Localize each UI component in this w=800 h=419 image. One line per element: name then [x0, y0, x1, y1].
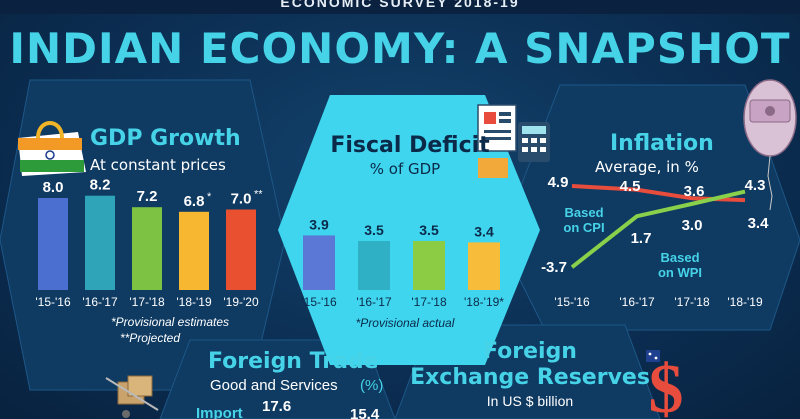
trade-import-label: Import	[196, 405, 243, 419]
gdp-bar	[179, 211, 209, 290]
dollar-icon: $	[646, 350, 684, 419]
gdp-mark: *	[207, 191, 212, 203]
gdp-chart: 8.0 '15-'16 8.2 '16-'17 7.2 '17-'18 6.8 * '18-'1…	[35, 177, 263, 309]
fiscal-value-label: 3.4	[474, 223, 494, 239]
gdp-bar	[132, 207, 162, 290]
cpi-series-name-2: on CPI	[563, 220, 604, 235]
gdp-mark: **	[254, 189, 263, 201]
cpi-value-label: 4.5	[620, 178, 641, 195]
gdp-category-label: '19-'20	[223, 295, 259, 309]
reserves-title-2: Exchange Reserves	[410, 365, 650, 390]
fiscal-value-label: 3.9	[309, 216, 329, 232]
trade-value-1: 17.6	[262, 398, 291, 415]
gdp-note-2: **Projected	[120, 331, 180, 345]
gdp-value-label: 8.2	[90, 177, 111, 194]
fiscal-note: *Provisional actual	[356, 316, 455, 330]
inflation-title: Inflation	[610, 131, 714, 156]
gdp-bar	[226, 209, 256, 290]
gdp-category-label: '16-'17	[82, 295, 118, 309]
wpi-series-name-2: on WPI	[658, 265, 702, 280]
svg-text:$: $	[649, 351, 684, 419]
fiscal-subtitle: % of GDP	[370, 160, 440, 178]
fiscal-panel	[278, 95, 540, 365]
balloon-icon	[743, 79, 797, 211]
reserves-subtitle: In US $ billion	[487, 393, 573, 409]
trade-unit: (%)	[360, 377, 383, 394]
gdp-bag-icon	[18, 121, 86, 176]
top-strip: ECONOMIC SURVEY 2018-19	[0, 0, 800, 14]
gdp-bar	[85, 195, 115, 290]
trade-subtitle: Good and Services	[210, 377, 338, 394]
inflation-subtitle: Average, in %	[595, 158, 699, 176]
reserves-title-1: Foreign	[483, 339, 577, 364]
gdp-value-label: 7.2	[137, 188, 158, 205]
fiscal-category-label: '17-'18	[411, 295, 447, 309]
fiscal-category-label: '15-'16	[301, 295, 337, 309]
fiscal-bar	[303, 235, 335, 290]
wpi-value-label: 3.0	[682, 217, 703, 234]
inflation-category-label: '18-'19	[727, 295, 763, 309]
gdp-value-label: 7.0	[231, 191, 252, 208]
wpi-value-label: 4.3	[745, 177, 766, 194]
inflation-category-label: '16-'17	[619, 295, 655, 309]
fiscal-value-label: 3.5	[364, 222, 384, 238]
wpi-value-label: -3.7	[541, 259, 567, 276]
fiscal-bar	[413, 241, 445, 290]
fiscal-chart: 3.9 '15-'16 3.5 '16-'17 3.5 '17-'18 3.4 '18-'19…	[301, 216, 504, 309]
top-strip-text: ECONOMIC SURVEY 2018-19	[280, 0, 520, 10]
fiscal-category-label: '18-'19*	[464, 295, 504, 309]
cpi-value-label: 3.4	[748, 215, 770, 232]
gdp-value-label: 8.0	[43, 179, 64, 196]
inflation-category-label: '17-'18	[674, 295, 710, 309]
cpi-value-label: 3.6	[684, 183, 705, 200]
gdp-title: GDP Growth	[90, 126, 241, 151]
wpi-line	[570, 189, 746, 269]
cpi-series-name-1: Based	[564, 205, 603, 220]
fiscal-value-label: 3.5	[419, 222, 439, 238]
gdp-category-label: '18-'19	[176, 295, 212, 309]
document-icon	[477, 104, 550, 178]
gdp-category-label: '17-'18	[129, 295, 165, 309]
fiscal-bar	[468, 242, 500, 290]
gdp-subtitle: At constant prices	[90, 156, 226, 174]
cart-icon	[105, 375, 159, 418]
gdp-note-1: *Provisional estimates	[111, 315, 229, 329]
fiscal-bar	[358, 241, 390, 290]
page-title: INDIAN ECONOMY: A SNAPSHOT	[9, 24, 791, 73]
cpi-value-label: 4.9	[548, 174, 569, 191]
wpi-value-label: 1.7	[631, 230, 652, 247]
gdp-bar	[38, 198, 68, 290]
gdp-value-label: 6.8	[184, 193, 205, 210]
wpi-series-name-1: Based	[660, 250, 699, 265]
trade-title: Foreign Trade	[208, 349, 379, 374]
trade-value-2: 15.4	[350, 406, 380, 419]
fiscal-category-label: '16-'17	[356, 295, 392, 309]
gdp-category-label: '15-'16	[35, 295, 71, 309]
fiscal-title: Fiscal Deficit	[330, 133, 490, 158]
inflation-category-label: '15-'16	[554, 295, 590, 309]
